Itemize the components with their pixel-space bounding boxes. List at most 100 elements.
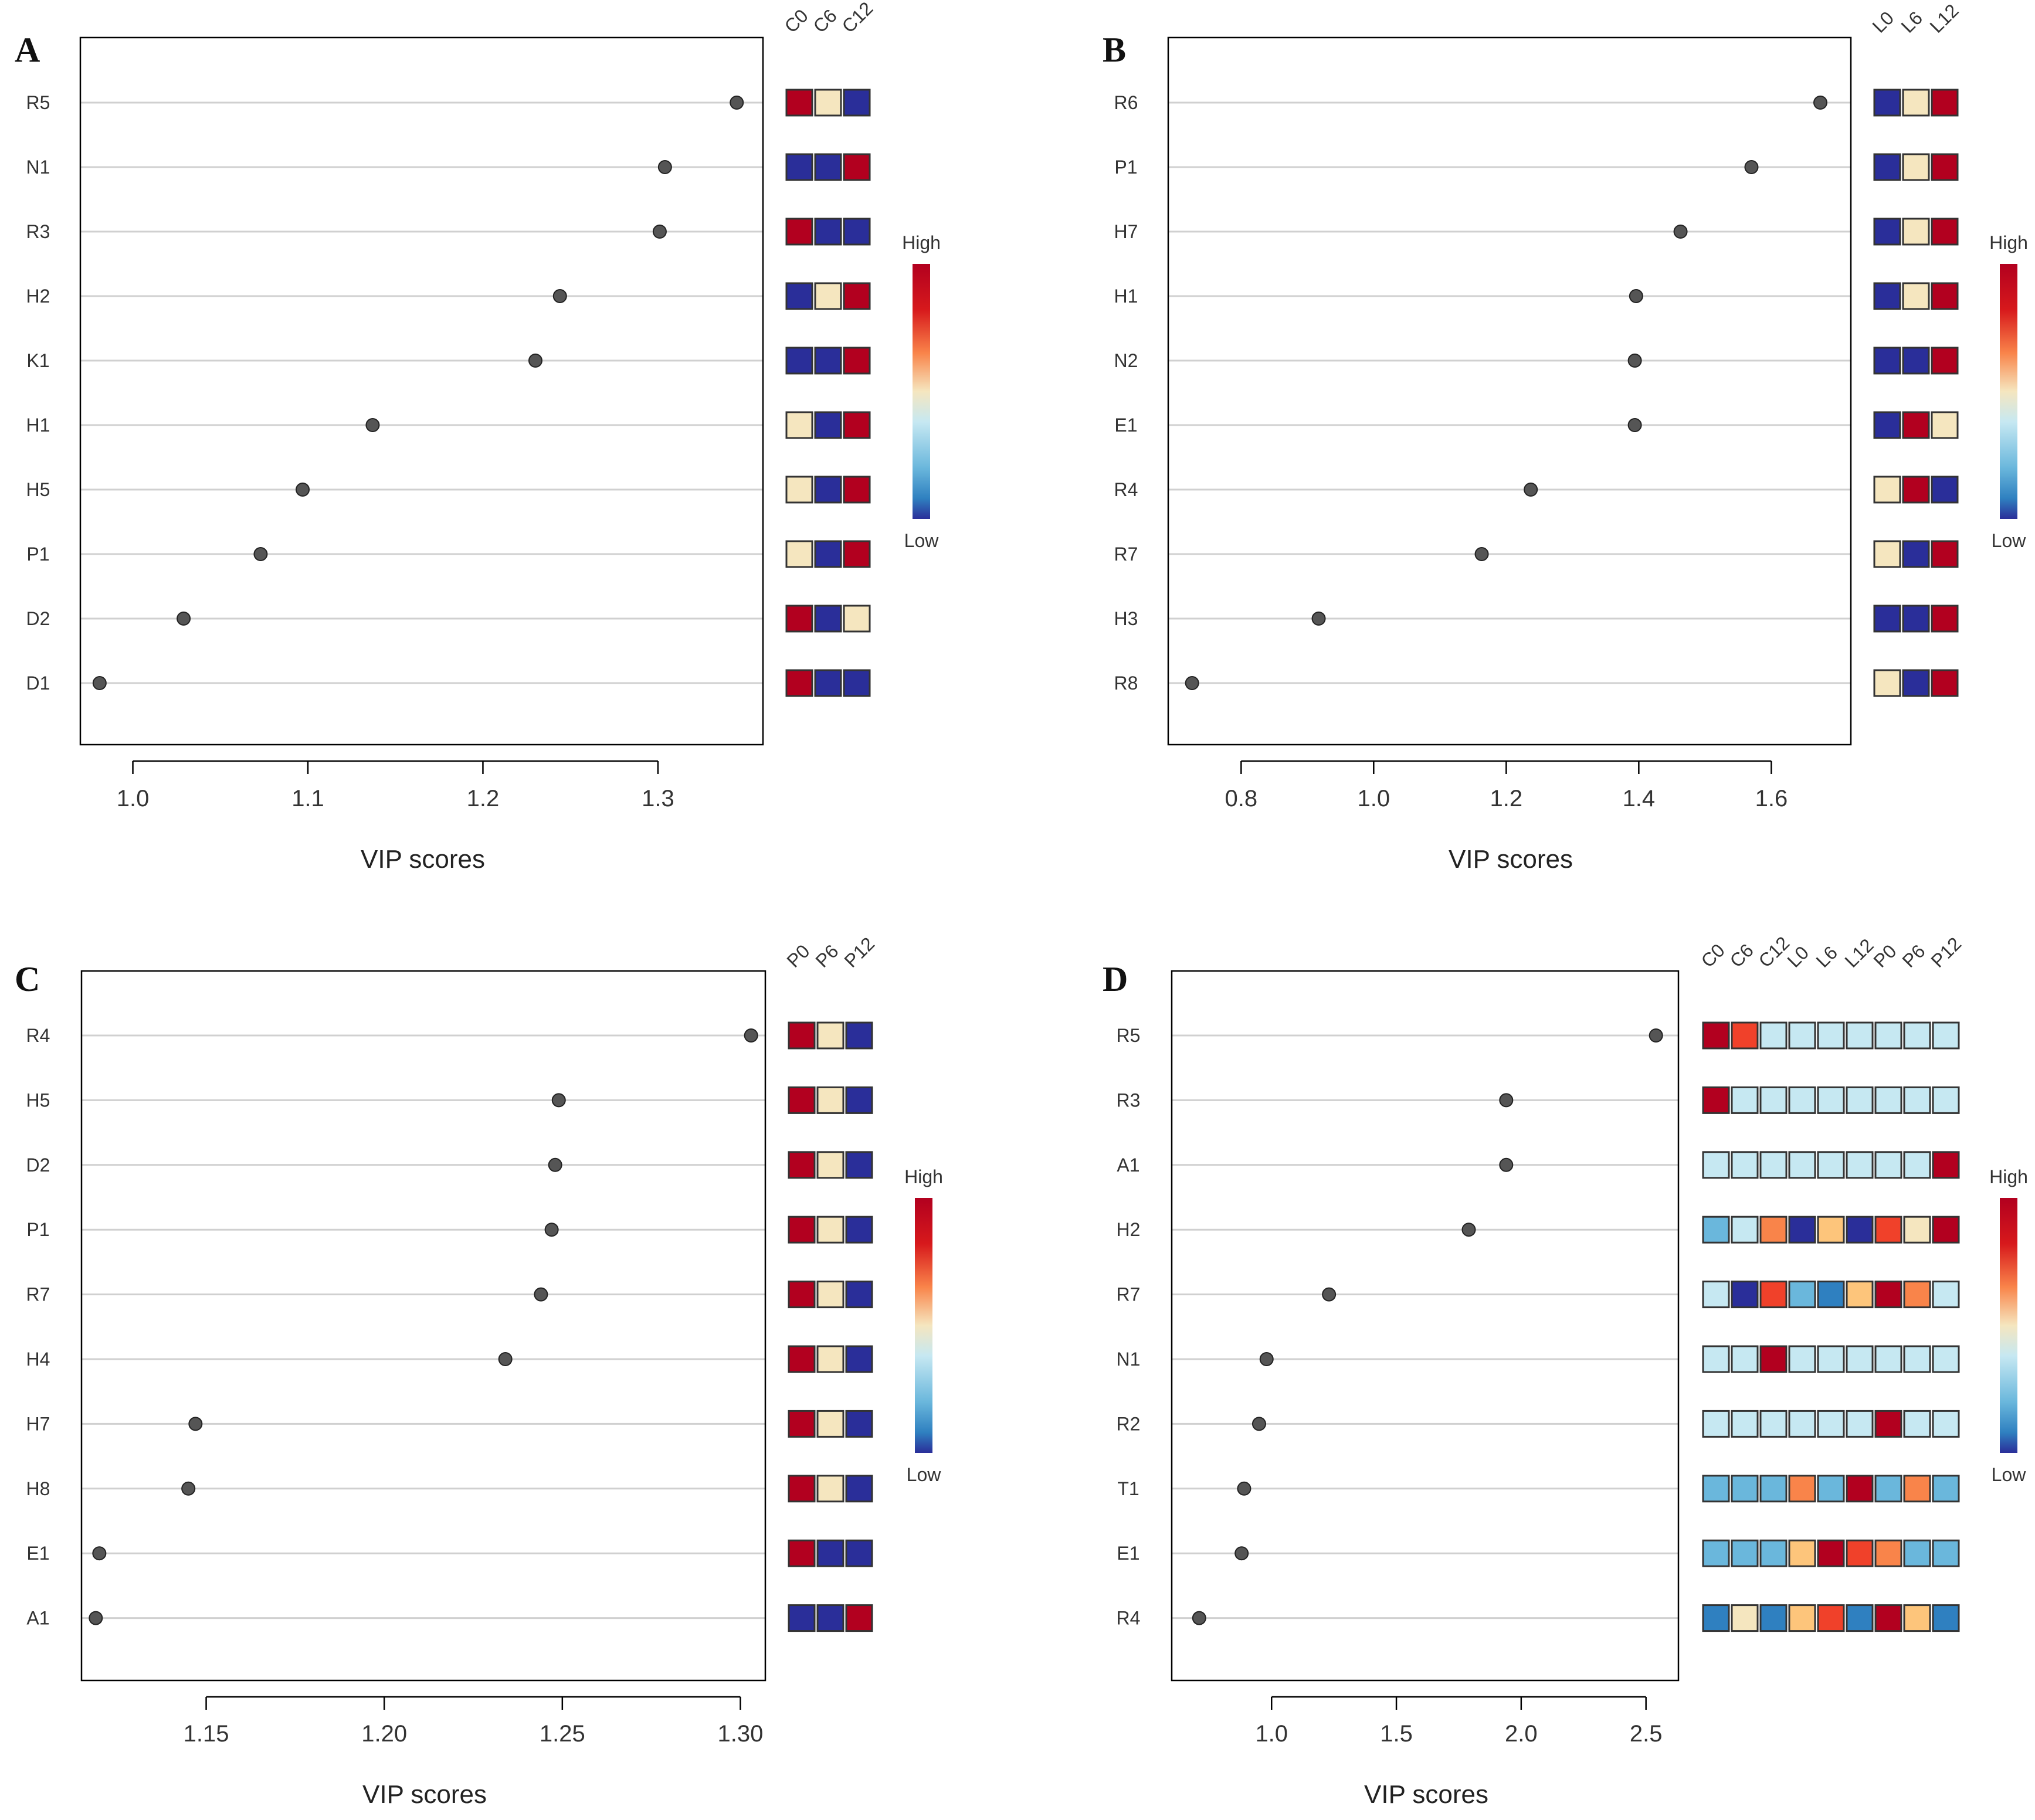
row-label: E1	[26, 1543, 49, 1564]
heatmap-cell	[1846, 1086, 1874, 1114]
heatmap-cell	[1817, 1475, 1845, 1503]
column-label: L12	[1925, 0, 1962, 37]
vip-point	[1474, 547, 1489, 561]
heatmap-cell	[788, 1281, 816, 1309]
heatmap-cell	[1903, 1281, 1931, 1309]
heatmap-cell	[1817, 1021, 1845, 1050]
heatmap-cell	[816, 1086, 844, 1114]
vip-point	[498, 1352, 513, 1366]
heatmap-cell	[843, 347, 871, 375]
heatmap-cell	[814, 669, 842, 697]
row-label: N2	[1114, 350, 1138, 371]
legend-color-bar	[915, 1198, 932, 1453]
row-label: H3	[1114, 608, 1138, 629]
heatmap-cell	[816, 1281, 844, 1309]
heatmap-cell	[1931, 89, 1959, 117]
panel-letter-c: C	[15, 960, 40, 999]
row-label: R8	[1114, 673, 1138, 694]
heatmap-cell	[1932, 1086, 1960, 1114]
heatmap-cell	[1759, 1475, 1788, 1503]
column-label: L12	[1840, 935, 1877, 972]
row-label: D2	[26, 1155, 50, 1176]
heatmap-cell	[1817, 1345, 1845, 1373]
heatmap-cell	[785, 476, 813, 504]
heatmap-cell	[1846, 1151, 1874, 1179]
row-label: H1	[26, 415, 50, 436]
column-label: C0	[780, 5, 812, 37]
heatmap-cell	[1702, 1021, 1730, 1050]
heatmap-cell	[1788, 1021, 1816, 1050]
heatmap-cell	[1932, 1410, 1960, 1438]
x-tick-label: 1.2	[1490, 786, 1523, 811]
row-label: R3	[26, 221, 50, 242]
heatmap-cell	[1846, 1475, 1874, 1503]
panel-d: D 1.0 1.5 2.0 2.5 VIP scores R5 R3 A1 H2 R7 N1 R2 T1 E…	[1103, 932, 2028, 1809]
heatmap-cell	[1874, 1021, 1902, 1050]
x-axis-title: VIP scores	[361, 845, 485, 874]
heatmap-cell	[814, 411, 842, 439]
heatmap-cell	[1931, 540, 1959, 568]
column-label: C6	[809, 5, 840, 37]
heatmap-cell	[1874, 1151, 1902, 1179]
vip-point	[188, 1417, 203, 1431]
row-label: H4	[26, 1349, 50, 1370]
heatmap-cell	[1702, 1539, 1730, 1567]
vip-point	[552, 289, 567, 303]
heatmap-cell	[845, 1410, 873, 1438]
heatmap-cell	[1702, 1151, 1730, 1179]
heatmap-cell	[785, 89, 813, 117]
heatmap-cell	[1874, 1345, 1902, 1373]
heatmap-cell	[1759, 1345, 1788, 1373]
heatmap-cell	[1902, 411, 1930, 439]
vip-point	[1627, 418, 1642, 432]
heatmap-cell	[1931, 347, 1959, 375]
legend-color-bar	[2000, 1198, 2017, 1453]
heatmap-cell	[1731, 1604, 1759, 1632]
row-label: H2	[1117, 1219, 1141, 1240]
x-tick-label: 0.8	[1225, 786, 1258, 811]
vip-point	[1185, 676, 1199, 690]
vip-point	[544, 1223, 559, 1237]
heatmap-cell	[788, 1539, 816, 1567]
heatmap-cell	[1903, 1345, 1931, 1373]
heatmap-cell	[1903, 1151, 1931, 1179]
row-label: R4	[1114, 479, 1138, 500]
panel-letter-b: B	[1103, 30, 1126, 69]
row-label: H2	[26, 286, 50, 307]
vip-point	[1259, 1352, 1274, 1366]
heatmap-cell	[1817, 1410, 1845, 1438]
heatmap-cell	[1846, 1345, 1874, 1373]
heatmap-cell	[1931, 476, 1959, 504]
heatmap-cell	[1931, 411, 1959, 439]
plot-frame	[80, 970, 766, 1682]
row-label: R6	[1114, 92, 1138, 113]
heatmap-cell	[814, 540, 842, 568]
row-label: H5	[26, 1089, 50, 1111]
heatmap-cell	[1873, 347, 1901, 375]
heatmap-cell	[1731, 1345, 1759, 1373]
heatmap-cell	[1702, 1410, 1730, 1438]
heatmap-cell	[816, 1151, 844, 1179]
heatmap-cell	[785, 282, 813, 310]
heatmap-cell	[1873, 605, 1901, 633]
legend-low-label: Low	[1992, 530, 2027, 551]
heatmap-cell	[816, 1345, 844, 1373]
vip-point	[1813, 96, 1828, 110]
row-label: N1	[26, 157, 50, 178]
x-tick-label: 1.30	[718, 1721, 764, 1747]
legend-low-label: Low	[904, 530, 940, 551]
heatmap-cell	[1903, 1215, 1931, 1244]
column-label: P12	[840, 933, 879, 972]
heatmap-cell	[1902, 218, 1930, 246]
row-label: H1	[1114, 286, 1138, 307]
x-tick-label: 2.5	[1630, 1721, 1663, 1747]
heatmap-cell	[816, 1475, 844, 1503]
heatmap-cell	[1788, 1345, 1816, 1373]
heatmap-cell	[845, 1475, 873, 1503]
heatmap-cell	[1759, 1281, 1788, 1309]
heatmap-cell	[843, 89, 871, 117]
heatmap-cell	[845, 1539, 873, 1567]
vip-point	[1673, 225, 1688, 239]
heatmap-cell	[1702, 1215, 1730, 1244]
